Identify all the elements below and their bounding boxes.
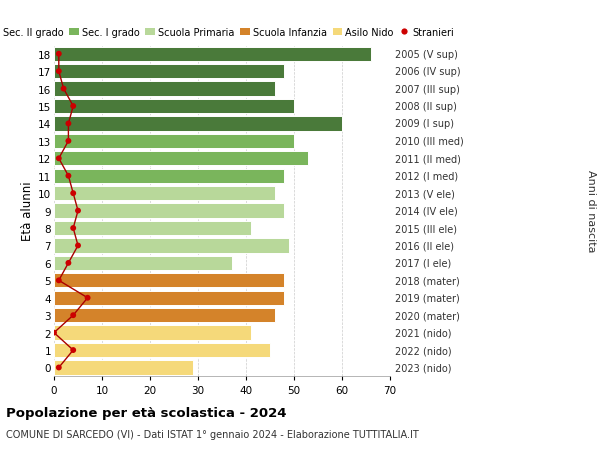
Point xyxy=(64,138,73,145)
Bar xyxy=(54,221,251,235)
Point xyxy=(68,190,78,197)
Text: 2006 (IV sup): 2006 (IV sup) xyxy=(395,67,460,77)
Point xyxy=(54,51,64,58)
Bar xyxy=(54,65,284,79)
Point xyxy=(68,347,78,354)
Bar xyxy=(54,169,284,184)
Text: 2021 (nido): 2021 (nido) xyxy=(395,328,451,338)
Bar xyxy=(54,291,284,305)
Point xyxy=(73,242,83,250)
Text: 2014 (IV ele): 2014 (IV ele) xyxy=(395,206,458,216)
Point xyxy=(83,294,92,302)
Point xyxy=(54,68,64,76)
Text: 2017 (I ele): 2017 (I ele) xyxy=(395,258,451,269)
Text: Popolazione per età scolastica - 2024: Popolazione per età scolastica - 2024 xyxy=(6,406,287,419)
Bar xyxy=(54,100,294,114)
Text: 2013 (V ele): 2013 (V ele) xyxy=(395,189,455,199)
Text: 2023 (nido): 2023 (nido) xyxy=(395,363,451,373)
Point xyxy=(54,364,64,371)
Bar xyxy=(54,117,342,131)
Point xyxy=(54,277,64,285)
Bar xyxy=(54,47,371,62)
Text: 2009 (I sup): 2009 (I sup) xyxy=(395,119,454,129)
Y-axis label: Età alunni: Età alunni xyxy=(21,181,34,241)
Point xyxy=(64,260,73,267)
Point xyxy=(68,225,78,232)
Point xyxy=(64,121,73,128)
Text: 2010 (III med): 2010 (III med) xyxy=(395,137,464,146)
Text: 2022 (nido): 2022 (nido) xyxy=(395,345,451,355)
Bar xyxy=(54,274,284,288)
Text: Anni di nascita: Anni di nascita xyxy=(586,170,596,252)
Point xyxy=(54,155,64,162)
Text: 2019 (mater): 2019 (mater) xyxy=(395,293,460,303)
Bar xyxy=(54,187,275,201)
Bar xyxy=(54,134,294,149)
Bar xyxy=(54,239,289,253)
Text: 2011 (II med): 2011 (II med) xyxy=(395,154,461,164)
Point xyxy=(49,329,59,336)
Point xyxy=(64,173,73,180)
Text: 2007 (III sup): 2007 (III sup) xyxy=(395,84,460,95)
Text: 2020 (mater): 2020 (mater) xyxy=(395,310,460,320)
Point xyxy=(68,312,78,319)
Legend: Sec. II grado, Sec. I grado, Scuola Primaria, Scuola Infanzia, Asilo Nido, Stran: Sec. II grado, Sec. I grado, Scuola Prim… xyxy=(0,28,454,38)
Bar xyxy=(54,343,270,358)
Text: 2012 (I med): 2012 (I med) xyxy=(395,171,458,181)
Bar xyxy=(54,204,284,218)
Bar xyxy=(54,308,275,323)
Bar xyxy=(54,152,308,166)
Point xyxy=(73,207,83,215)
Text: 2015 (III ele): 2015 (III ele) xyxy=(395,224,457,234)
Text: 2008 (II sup): 2008 (II sup) xyxy=(395,102,457,112)
Text: 2005 (V sup): 2005 (V sup) xyxy=(395,50,458,60)
Bar xyxy=(54,256,232,270)
Point xyxy=(68,103,78,111)
Bar xyxy=(54,326,251,340)
Point xyxy=(59,86,68,93)
Bar xyxy=(54,82,275,96)
Text: COMUNE DI SARCEDO (VI) - Dati ISTAT 1° gennaio 2024 - Elaborazione TUTTITALIA.IT: COMUNE DI SARCEDO (VI) - Dati ISTAT 1° g… xyxy=(6,429,419,439)
Text: 2018 (mater): 2018 (mater) xyxy=(395,276,460,285)
Bar xyxy=(54,361,193,375)
Text: 2016 (II ele): 2016 (II ele) xyxy=(395,241,454,251)
